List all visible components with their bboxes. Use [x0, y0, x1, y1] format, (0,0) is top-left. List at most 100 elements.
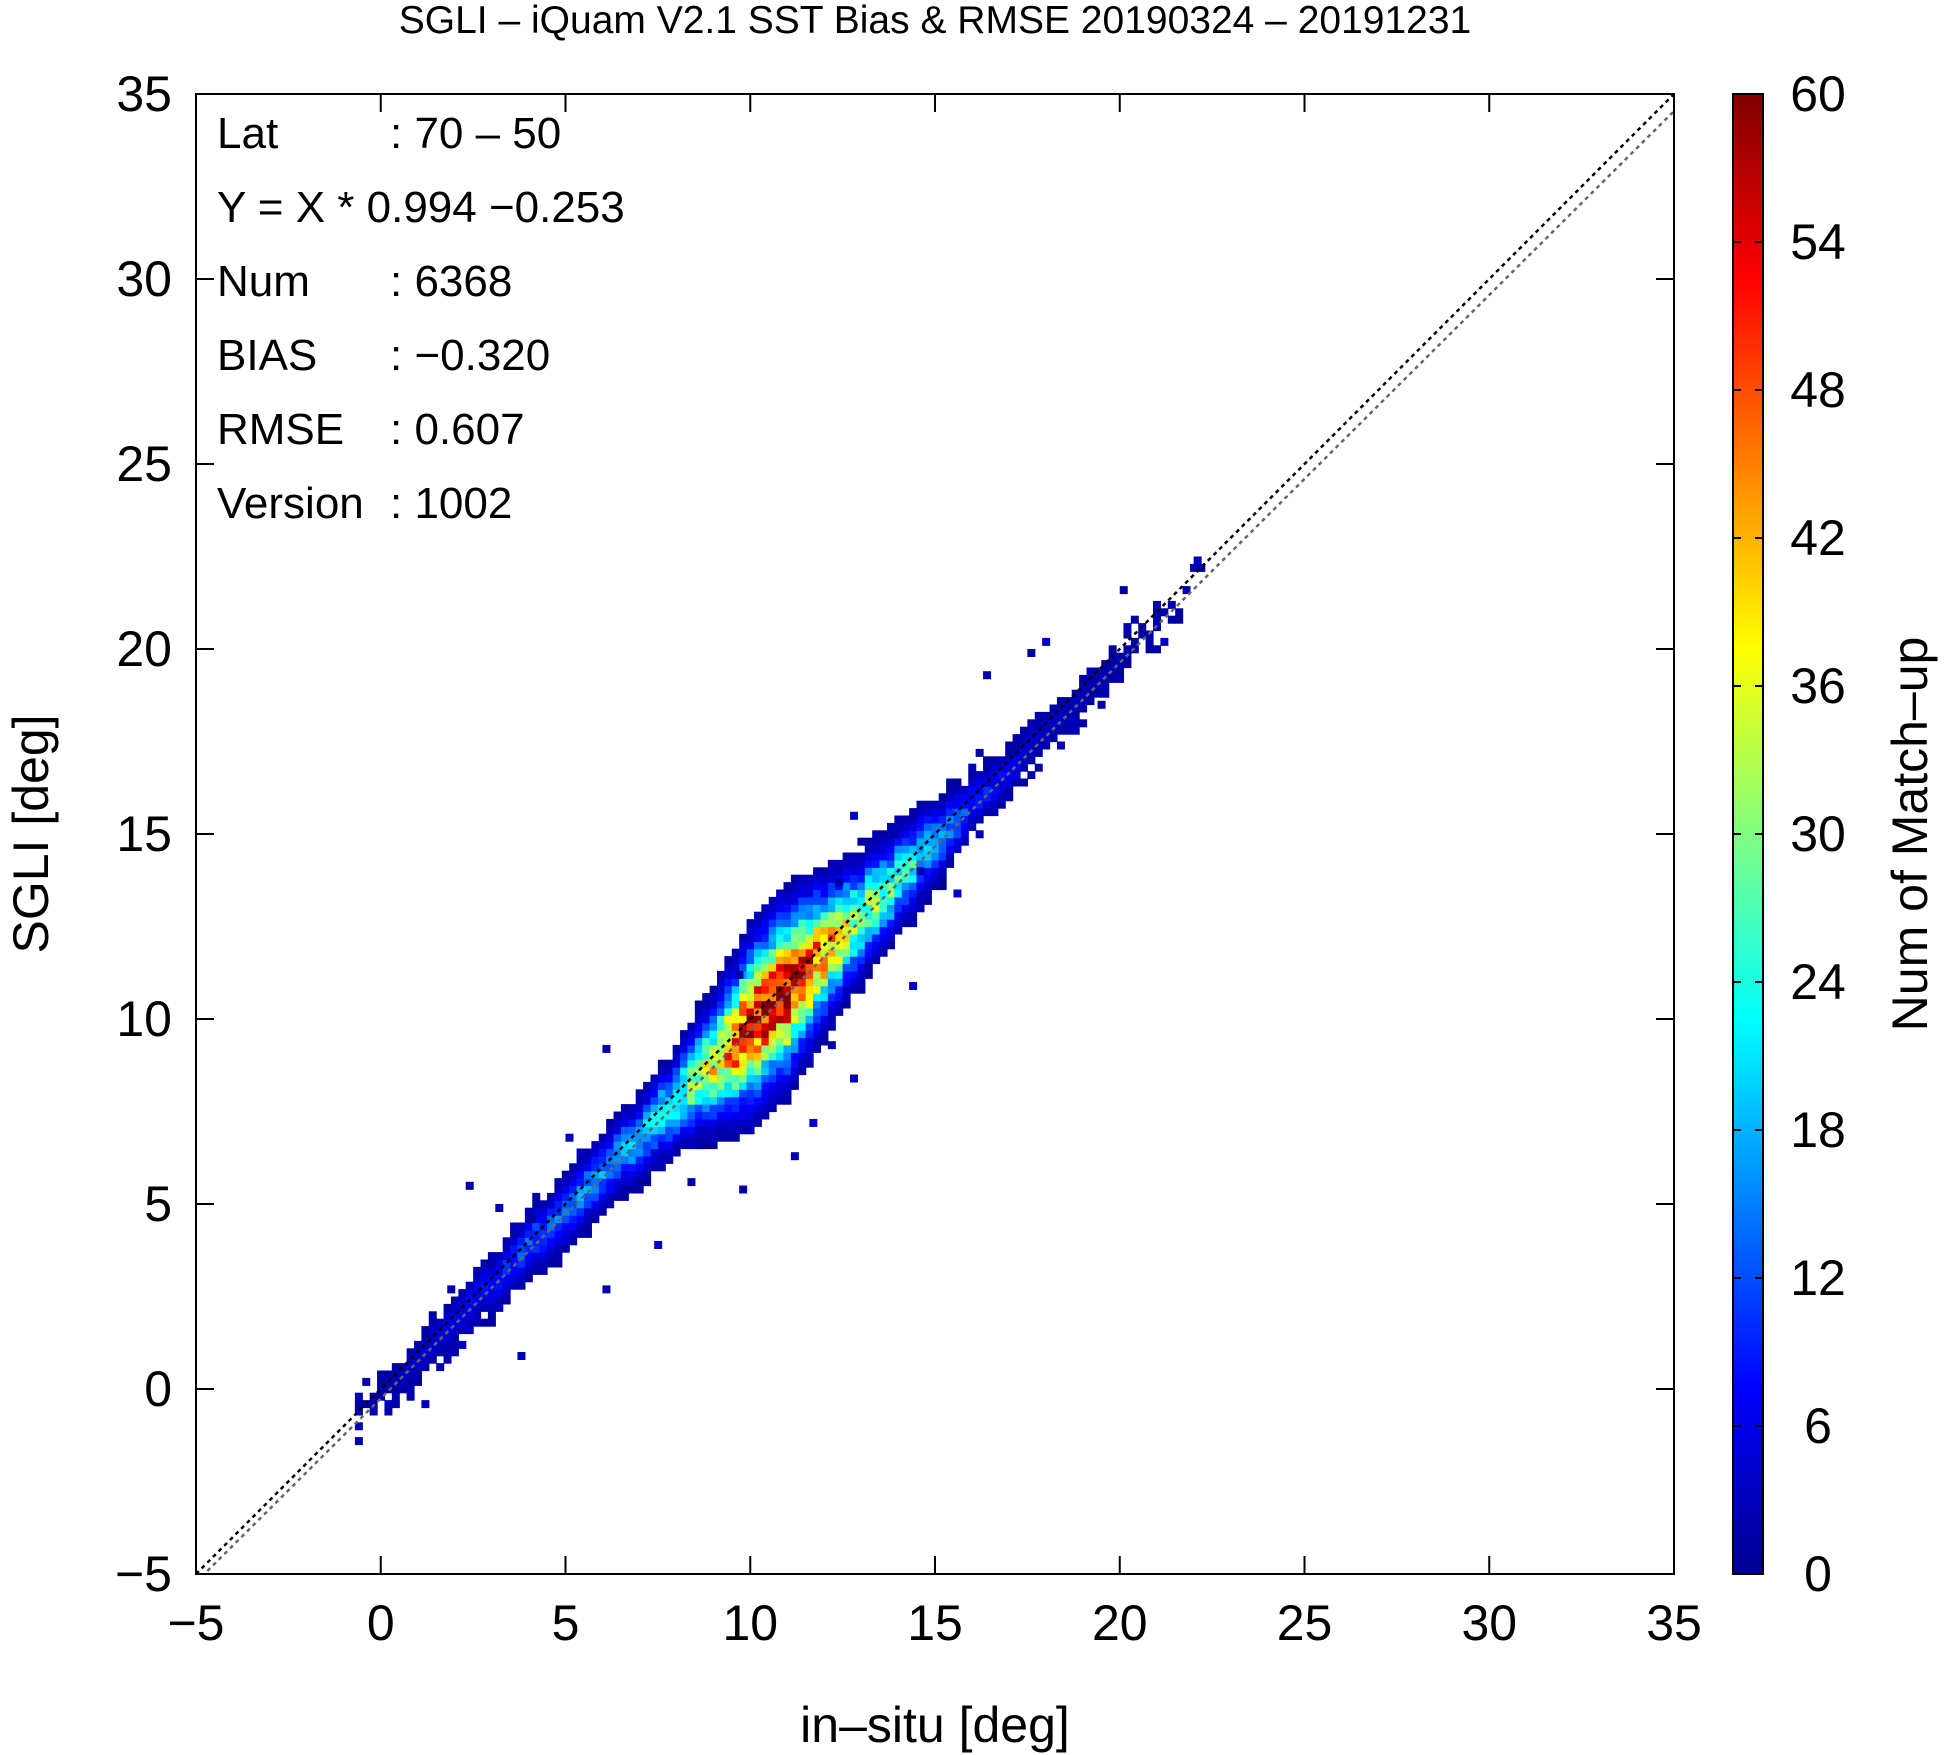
- heatmap-cell: [842, 852, 851, 861]
- heatmap-cell: [399, 1370, 408, 1379]
- heatmap-cell: [362, 1377, 371, 1386]
- heatmap-cell: [473, 1281, 482, 1290]
- heatmap-cell: [532, 1252, 541, 1261]
- heatmap-cell: [879, 874, 888, 883]
- heatmap-cell: [731, 1022, 740, 1031]
- heatmap-cell: [606, 1126, 615, 1135]
- heatmap-cell: [569, 1222, 578, 1231]
- heatmap-cell: [894, 911, 903, 920]
- heatmap-cell: [495, 1303, 504, 1312]
- heatmap-cell: [909, 874, 918, 883]
- heatmap-cell: [702, 1118, 711, 1127]
- heatmap-cell: [620, 1178, 629, 1187]
- heatmap-cell: [753, 1089, 762, 1098]
- heatmap-cell: [665, 1074, 674, 1083]
- heatmap-cell: [753, 1059, 762, 1068]
- colorbar-tick-label: 42: [1790, 510, 1846, 566]
- heatmap-cell: [354, 1407, 363, 1416]
- heatmap-cell: [606, 1133, 615, 1142]
- heatmap-cell: [724, 1118, 733, 1127]
- heatmap-cell: [783, 1007, 792, 1016]
- heatmap-cell: [938, 859, 947, 868]
- heatmap-cell: [931, 822, 940, 831]
- heatmap-cell: [680, 1074, 689, 1083]
- heatmap-cell: [716, 993, 725, 1002]
- heatmap-cell: [790, 970, 799, 979]
- heatmap-cell: [731, 993, 740, 1002]
- heatmap-cell: [1086, 697, 1095, 706]
- heatmap-cell: [672, 1089, 681, 1098]
- heatmap-cell: [768, 1052, 777, 1061]
- heatmap-cell: [716, 978, 725, 987]
- heatmap-cell: [983, 756, 992, 765]
- heatmap-cell: [790, 993, 799, 1002]
- heatmap-cell: [716, 1067, 725, 1076]
- heatmap-cell: [783, 1067, 792, 1076]
- heatmap-cell: [643, 1104, 652, 1113]
- heatmap-cell: [510, 1281, 519, 1290]
- heatmap-cell: [724, 1007, 733, 1016]
- heatmap-cell: [1027, 756, 1036, 765]
- heatmap-cell: [968, 785, 977, 794]
- heatmap-cell: [547, 1237, 556, 1246]
- heatmap-cell: [569, 1200, 578, 1209]
- heatmap-cell: [1005, 748, 1014, 757]
- heatmap-cell: [724, 1074, 733, 1083]
- heatmap-cell: [654, 1241, 663, 1249]
- heatmap-cell: [643, 1163, 652, 1172]
- heatmap-cell: [1012, 734, 1021, 743]
- heatmap-cell: [613, 1192, 622, 1201]
- heatmap-cell: [857, 948, 866, 957]
- heatmap-cell: [857, 970, 866, 979]
- heatmap-cell: [1101, 660, 1110, 669]
- heatmap-cell: [813, 941, 822, 950]
- heatmap-cell: [990, 793, 999, 802]
- heatmap-cell: [702, 1141, 711, 1150]
- y-tick-label: 25: [116, 436, 172, 492]
- heatmap-cell: [1123, 623, 1132, 632]
- y-axis-label: SGLI [deg]: [3, 714, 59, 953]
- heatmap-cell: [827, 978, 836, 987]
- heatmap-cell: [997, 793, 1006, 802]
- heatmap-cell: [761, 1037, 770, 1046]
- heatmap-cell: [687, 1052, 696, 1061]
- heatmap-cell: [643, 1178, 652, 1187]
- heatmap-cell: [606, 1192, 615, 1201]
- heatmap-cell: [805, 1037, 814, 1046]
- heatmap-cell: [650, 1118, 659, 1127]
- heatmap-cell: [798, 911, 807, 920]
- x-tick-label: 5: [552, 1595, 580, 1651]
- heatmap-cell: [783, 1059, 792, 1068]
- heatmap-cell: [783, 889, 792, 898]
- heatmap-cell: [532, 1200, 541, 1209]
- heatmap-cell: [583, 1170, 592, 1179]
- heatmap-cell: [1123, 630, 1132, 639]
- heatmap-cell: [399, 1363, 408, 1372]
- heatmap-cell: [465, 1326, 474, 1335]
- heatmap-cell: [1153, 645, 1161, 654]
- heatmap-cell: [672, 1067, 681, 1076]
- heatmap-cell: [613, 1133, 622, 1142]
- heatmap-cell: [776, 1081, 785, 1090]
- heatmap-cell: [377, 1385, 386, 1394]
- heatmap-cell: [835, 956, 844, 965]
- heatmap-cell: [606, 1185, 615, 1194]
- heatmap-cell: [746, 1126, 755, 1135]
- heatmap-cell: [805, 1030, 814, 1039]
- heatmap-cell: [783, 1052, 792, 1061]
- heatmap-cell: [450, 1318, 459, 1327]
- reference-lines: [196, 94, 1674, 1574]
- heatmap-cell: [835, 970, 844, 979]
- heatmap-cell: [694, 1044, 703, 1053]
- heatmap-cell: [443, 1326, 452, 1335]
- heatmap-cell: [672, 1044, 681, 1053]
- heatmap-cell: [428, 1318, 437, 1327]
- heatmap-cell: [635, 1133, 644, 1142]
- heatmap-cell: [1079, 689, 1088, 698]
- heatmap-cell: [909, 904, 918, 913]
- heatmap-cell: [406, 1355, 415, 1364]
- heatmap-cell: [768, 896, 777, 905]
- heatmap-cell: [790, 1000, 799, 1009]
- heatmap-cell: [687, 1178, 696, 1187]
- heatmap-cell: [923, 882, 932, 891]
